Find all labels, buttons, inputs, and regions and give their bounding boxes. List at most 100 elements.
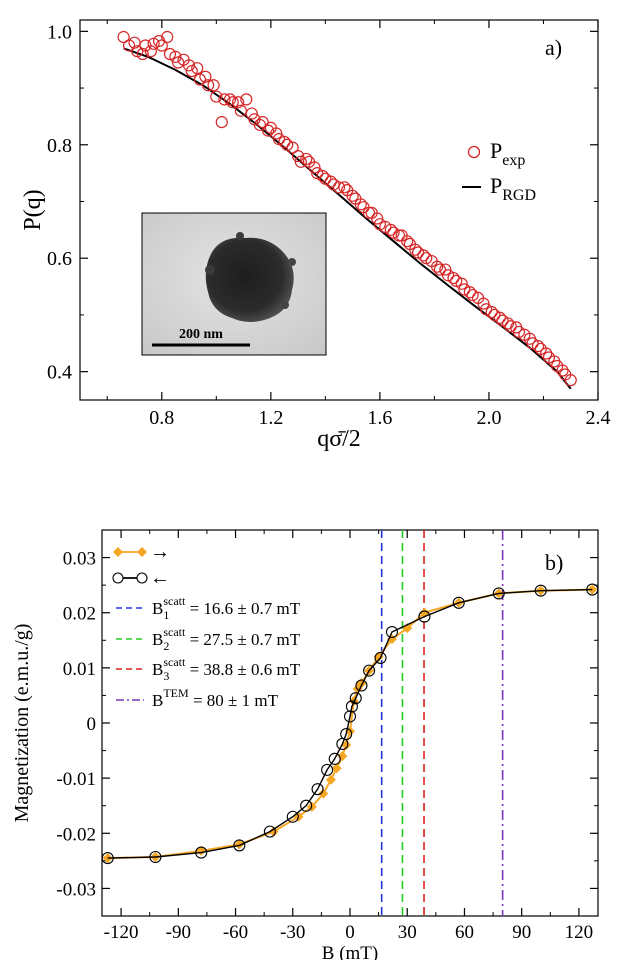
p-exp-point	[477, 297, 490, 310]
increasing-field-point	[268, 826, 279, 837]
p-exp-point	[226, 96, 239, 109]
decreasing-field-point	[452, 596, 465, 609]
p-exp-point	[218, 93, 231, 106]
p-exp-point	[253, 118, 267, 132]
p-exp-point	[417, 249, 430, 262]
p-exp-point	[199, 70, 212, 83]
b-x-tick-label: 120	[565, 922, 594, 943]
decreasing-field-point	[149, 850, 162, 864]
legend-arrow: →	[150, 541, 170, 563]
p-exp-point	[215, 115, 228, 129]
a-x-tick-label: 1.2	[258, 407, 283, 429]
p-exp-point	[455, 277, 468, 290]
decreasing-field-point	[385, 625, 399, 639]
a-x-tick-label: 2.0	[476, 407, 501, 429]
panel-a-label: a)	[545, 35, 562, 60]
p-exp-point	[354, 198, 367, 211]
a-x-tick-label: 1.6	[367, 407, 392, 429]
p-exp-point	[300, 152, 313, 166]
legend-label: B1scatt = 16.6 ± 0.7 mT	[152, 594, 301, 622]
p-exp-point	[501, 317, 515, 330]
decreasing-field-point	[343, 710, 357, 723]
decreasing-field-point	[363, 664, 376, 677]
p-exp-point	[182, 59, 196, 72]
p-exp-point	[144, 45, 157, 58]
b-x-tick-label: -120	[104, 922, 139, 943]
panel-b-reference-lines	[380, 530, 504, 916]
p-exp-point	[316, 169, 329, 183]
p-exp-point	[232, 96, 245, 109]
decreasing-field-point	[586, 583, 599, 596]
decreasing-field-point	[300, 799, 313, 812]
p-exp-point	[278, 135, 291, 149]
p-exp-point	[286, 141, 299, 154]
legend-label: B3scatt = 38.8 ± 0.6 mT	[152, 655, 301, 683]
b-y-tick-label: -0.01	[56, 769, 96, 790]
p-exp-point	[155, 39, 168, 52]
b-y-tick-label: 0.03	[63, 549, 96, 570]
p-exp-point	[409, 243, 422, 256]
increasing-field-point	[331, 763, 342, 774]
p-exp-point	[493, 311, 506, 324]
increasing-field-point	[325, 774, 336, 785]
p-exp-point	[223, 93, 237, 106]
p-exp-point	[161, 30, 174, 44]
p-exp-point	[270, 127, 283, 140]
p-exp-point	[401, 235, 414, 248]
p-exp-point	[540, 347, 553, 360]
decreasing-field-point	[263, 825, 276, 838]
p-exp-point	[324, 175, 337, 188]
decreasing-field-point	[336, 737, 349, 751]
p-exp-point	[191, 62, 204, 75]
nanoparticle-blob	[205, 237, 294, 322]
p-exp-point	[463, 286, 476, 299]
p-exp-point	[136, 47, 149, 61]
panel-b-y-axis-label: Magnetization (e.m.u./g)	[11, 624, 33, 823]
p-exp-point	[308, 161, 321, 174]
p-exp-point	[504, 320, 517, 333]
p-exp-point	[384, 223, 397, 236]
panel-a-frame	[79, 19, 599, 401]
a-y-tick-label: 1.0	[47, 21, 72, 43]
panel-b-chart: -120 -90 -60 -30 0 30 60 90 120 -0.03 -0.02 -0.01 0 0…	[11, 529, 599, 960]
p-exp-point	[433, 263, 446, 276]
p-exp-point	[485, 305, 498, 319]
b-x-tick-label: 90	[512, 922, 531, 943]
panel-b-x-axis-label: B (mT)	[322, 943, 378, 960]
p-exp-point	[240, 93, 253, 106]
decreasing-field-point	[418, 610, 431, 623]
panel-a-x-axis-label: qσ̄/2	[317, 426, 361, 452]
decreasing-field-point	[492, 587, 505, 600]
panel-b-frame	[101, 529, 599, 917]
tem-inset-image: 200 nm	[141, 212, 327, 356]
p-exp-point	[292, 150, 305, 163]
p-exp-point	[234, 104, 247, 117]
p-exp-point	[262, 124, 275, 137]
b-x-tick-label: -30	[280, 922, 305, 943]
p-exp-point	[447, 271, 460, 285]
legend-label-p-exp: Pexp	[490, 138, 525, 169]
p-exp-point	[245, 107, 258, 120]
p-exp-point	[556, 364, 569, 377]
b-y-tick-label: -0.03	[56, 879, 96, 900]
b-x-tick-label: 60	[455, 922, 474, 943]
decreasing-field-point	[355, 679, 368, 692]
decreasing-field-point	[101, 852, 114, 865]
legend-marker-p-exp	[467, 145, 481, 159]
scale-bar-label: 200 nm	[179, 327, 223, 342]
panel-a-axes: 0.8 1.2 1.6 2.0 2.4 0.4 0.6 0.8 1.0	[47, 20, 611, 429]
p-exp-point	[362, 206, 376, 219]
panel-b-series	[101, 583, 599, 865]
p-exp-point	[392, 229, 406, 242]
p-exp-point	[346, 189, 359, 202]
b-y-tick-label: 0.02	[63, 604, 96, 625]
legend-circle-marker	[112, 572, 124, 584]
b-y-tick-label: -0.02	[56, 824, 96, 845]
panel-b-axes: -120 -90 -60 -30 0 30 60 90 120 -0.03 -0.02 -0.01 0 0…	[56, 530, 598, 943]
p-exp-point	[371, 212, 384, 225]
p-exp-point	[128, 36, 141, 49]
panel-a-legend: Pexp PRGD	[462, 138, 536, 204]
b-x-tick-label: -60	[223, 922, 248, 943]
p-exp-point	[439, 263, 452, 276]
a-y-tick-label: 0.8	[47, 135, 72, 157]
